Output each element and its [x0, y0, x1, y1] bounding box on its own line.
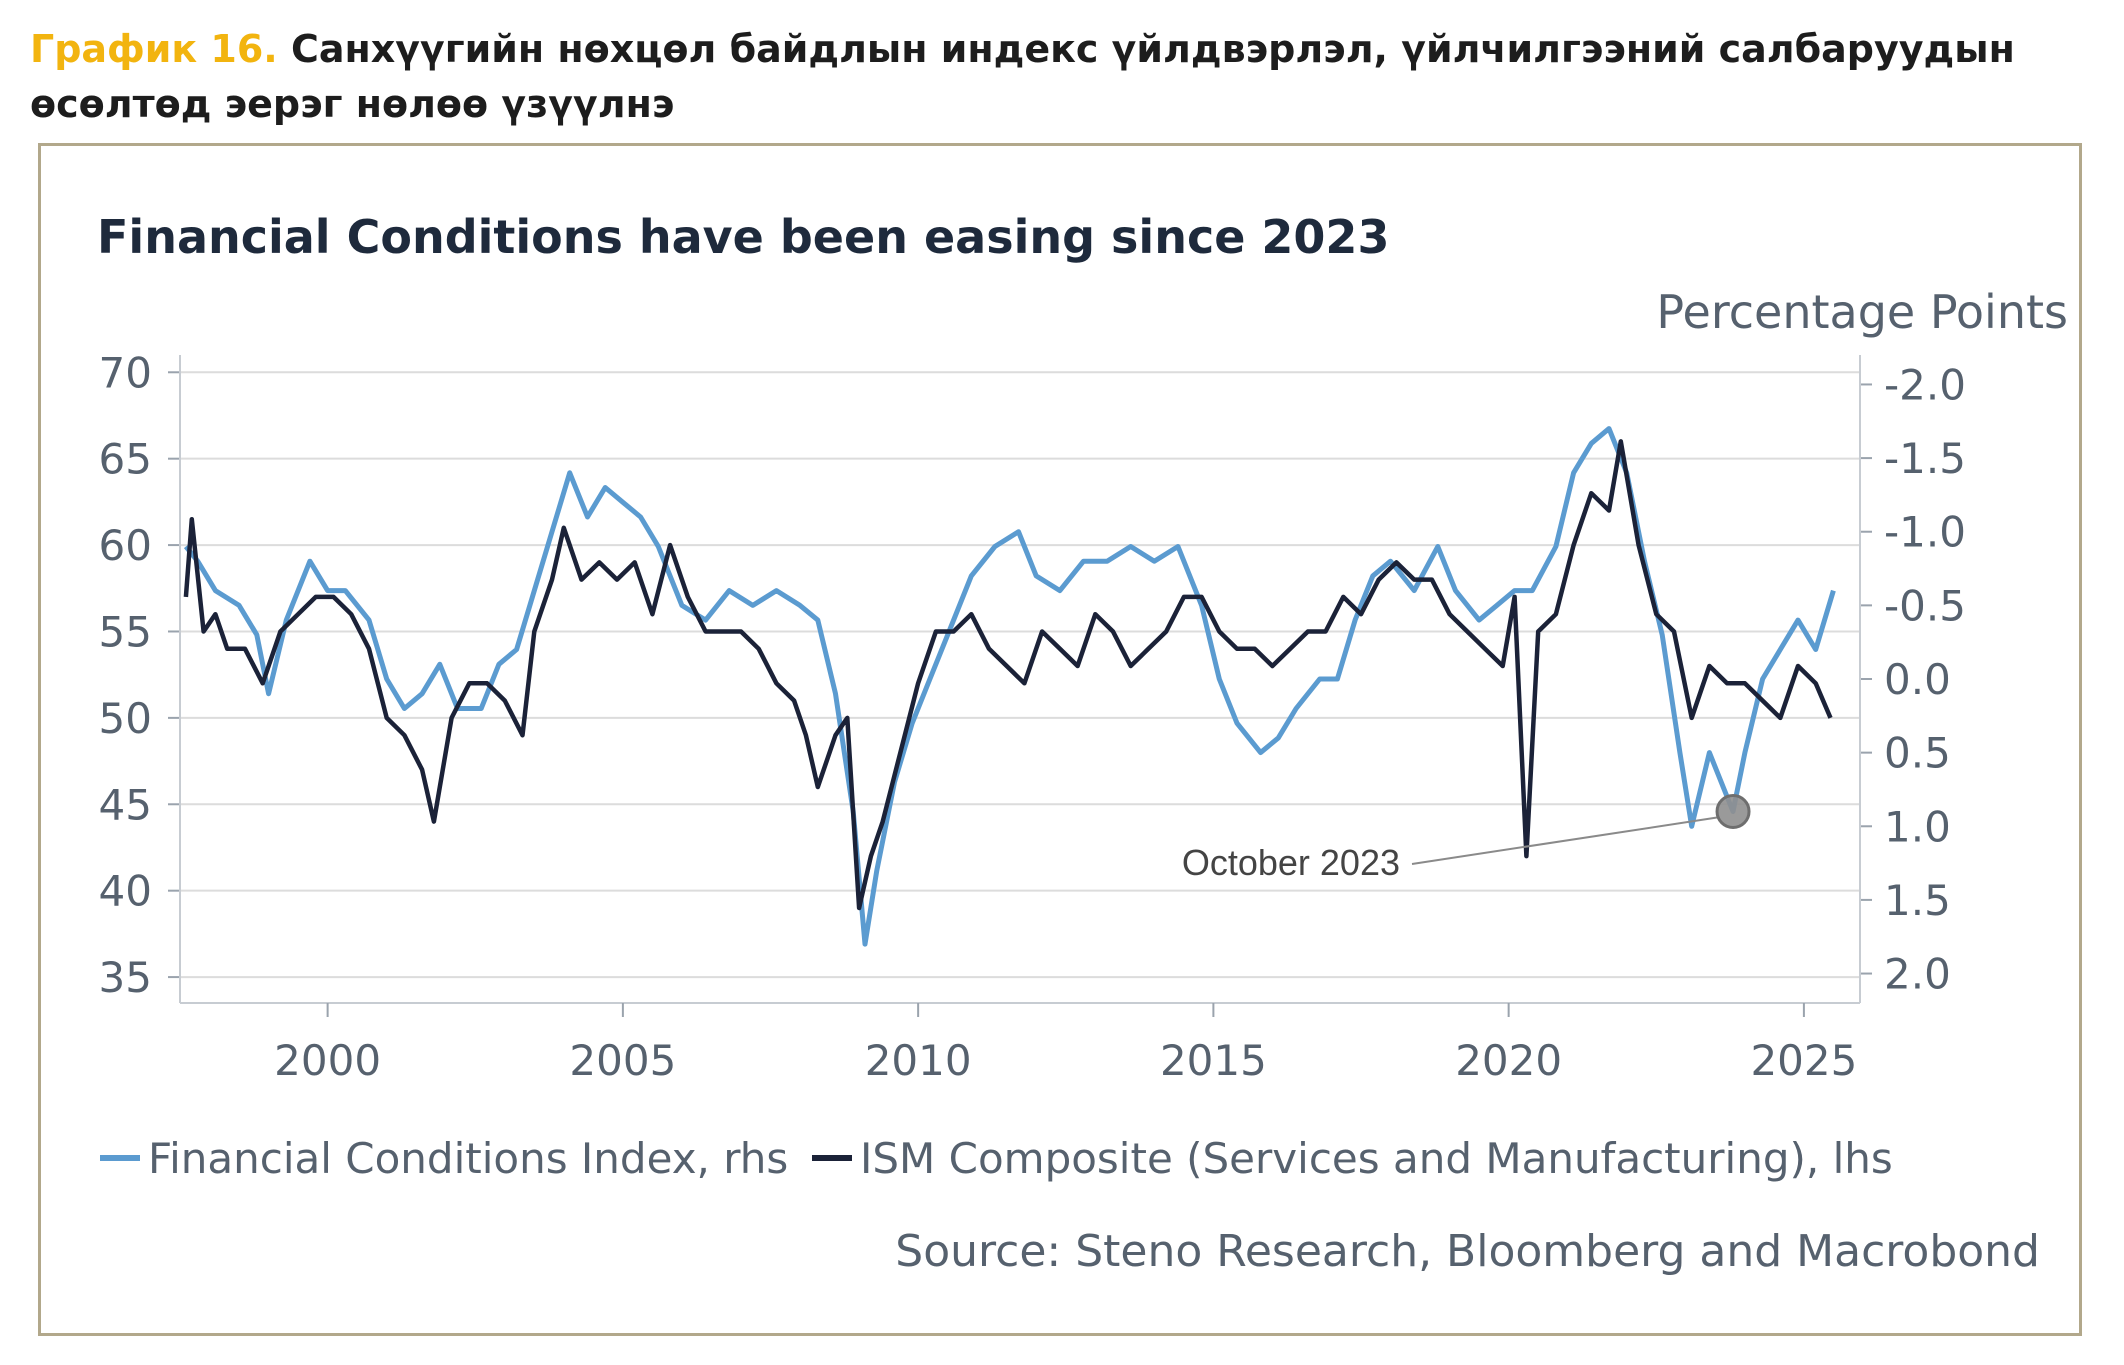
left-tick-label: 40 [99, 867, 152, 916]
right-tick-label: -1.5 [1884, 434, 1966, 483]
series-line-ism [183, 439, 1833, 911]
figure-heading: График 16. Санхүүгийн нөхцөл байдлын инд… [30, 22, 2090, 132]
gridlines [180, 371, 1860, 979]
series-line-fci [183, 426, 1836, 947]
x-tick-label: 2015 [1160, 1036, 1267, 1085]
x-tick-label: 2005 [569, 1036, 676, 1085]
right-tick-label: 1.0 [1884, 802, 1951, 851]
left-tick-label: 50 [99, 694, 152, 743]
legend: Financial Conditions Index, rhs ISM Compo… [100, 1134, 1893, 1183]
x-tick-label: 2025 [1750, 1036, 1857, 1085]
left-tick-label: 55 [99, 607, 152, 656]
series-lines [183, 426, 1836, 947]
left-tick-label: 70 [99, 348, 152, 397]
x-tick-label: 2020 [1455, 1036, 1562, 1085]
annotation-marker [1715, 794, 1751, 830]
left-tick-label: 65 [99, 435, 152, 484]
axes: 70 65 60 55 50 45 40 35 -2.0 -1.5 -1.0 -0.5 0.0 0.5 1.… [99, 348, 1966, 1085]
legend-label-fci: Financial Conditions Index, rhs [148, 1134, 788, 1183]
right-tick-label: -0.5 [1884, 581, 1966, 630]
left-tick-label: 35 [99, 953, 152, 1002]
annotations: October 2023 [1182, 794, 1751, 883]
right-tick-label: -1.0 [1884, 508, 1966, 557]
left-tick-label: 60 [99, 521, 152, 570]
x-tick-label: 2010 [865, 1036, 972, 1085]
figure-caption: Санхүүгийн нөхцөл байдлын индекс үйлдвэр… [30, 27, 2015, 126]
left-tick-label: 45 [99, 780, 152, 829]
right-tick-label: 2.0 [1884, 950, 1951, 999]
chart-frame [38, 143, 2082, 1336]
right-tick-label: 0.0 [1884, 655, 1951, 704]
legend-label-ism: ISM Composite (Services and Manufacturin… [860, 1134, 1893, 1183]
chart-source: Source: Steno Research, Bloomberg and Ma… [895, 1226, 2040, 1277]
chart-title: Financial Conditions have been easing si… [97, 210, 1389, 264]
figure-number: График 16. [30, 27, 278, 71]
right-tick-label: 0.5 [1884, 729, 1951, 778]
x-tick-label: 2000 [274, 1036, 381, 1085]
right-axis-unit: Percentage Points [1656, 285, 2068, 339]
annotation-label: October 2023 [1182, 842, 1400, 883]
right-tick-label: -2.0 [1884, 360, 1966, 409]
annotation-leader-line [1411, 816, 1718, 865]
right-tick-label: 1.5 [1884, 876, 1951, 925]
